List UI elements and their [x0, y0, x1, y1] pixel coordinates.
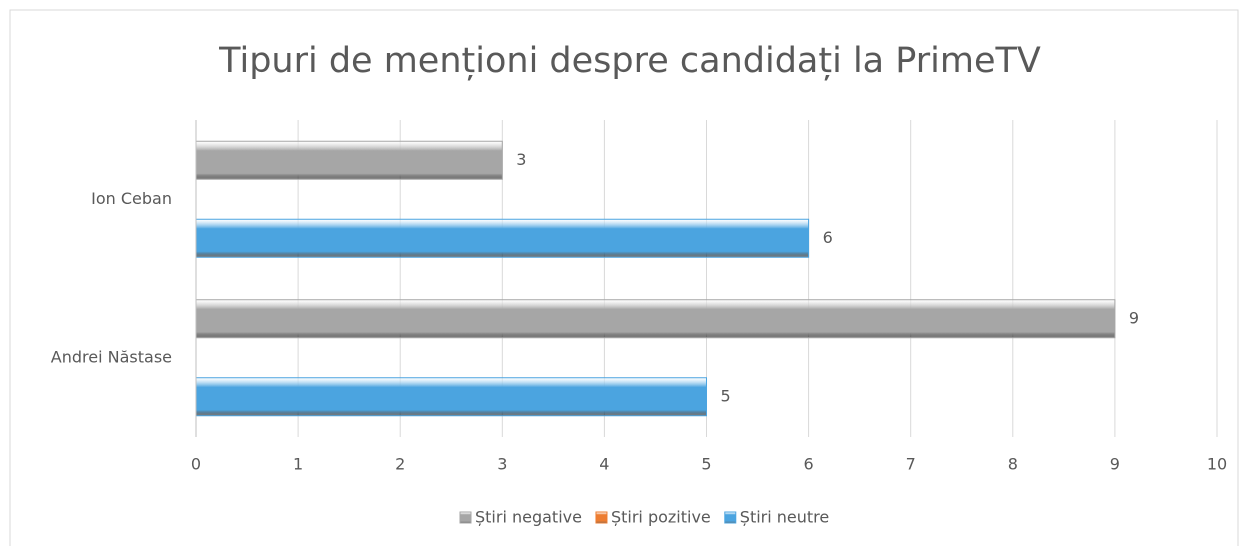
data-label: 5 — [721, 386, 731, 405]
legend-swatch — [724, 511, 737, 524]
bar — [195, 218, 810, 258]
bar — [195, 377, 707, 417]
chart-title: Tipuri de menționi despre candidați la P… — [218, 41, 1041, 81]
y-tick-label: Ion Ceban — [91, 189, 172, 208]
data-label: 9 — [1129, 308, 1139, 327]
x-tick-label: 4 — [599, 455, 609, 474]
x-tick-label: 3 — [497, 455, 507, 474]
x-tick-label: 1 — [293, 455, 303, 474]
legend-label: Știri pozitive — [611, 508, 711, 527]
legend-swatch — [595, 511, 608, 524]
y-tick-label: Andrei Năstase — [51, 347, 172, 366]
data-label: 6 — [823, 228, 833, 247]
data-label: 3 — [516, 150, 526, 169]
x-tick-label: 0 — [191, 455, 201, 474]
x-tick-label: 5 — [701, 455, 711, 474]
x-tick-label: 8 — [1008, 455, 1018, 474]
chart-frame — [9, 9, 1239, 550]
x-tick-label: 7 — [906, 455, 916, 474]
legend-label: Știri neutre — [740, 508, 829, 527]
x-tick-label: 2 — [395, 455, 405, 474]
bar — [195, 140, 503, 180]
x-tick-label: 10 — [1207, 455, 1227, 474]
legend-swatch — [459, 511, 472, 524]
legend-label: Știri negative — [475, 508, 582, 527]
bar — [195, 299, 1116, 339]
x-tick-label: 9 — [1110, 455, 1120, 474]
x-tick-label: 6 — [804, 455, 814, 474]
